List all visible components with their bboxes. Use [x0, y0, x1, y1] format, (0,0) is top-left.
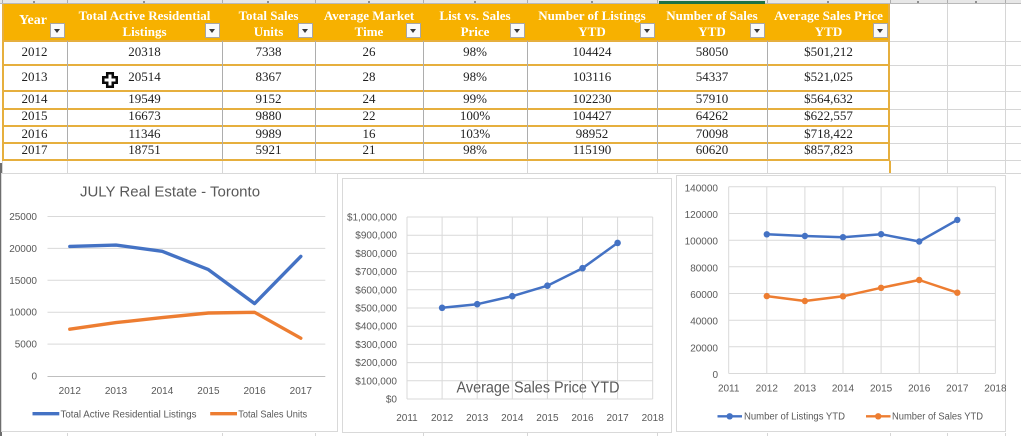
svg-text:2015: 2015: [870, 384, 893, 395]
svg-text:40000: 40000: [690, 317, 718, 328]
svg-text:Number of Listings YTD: Number of Listings YTD: [744, 412, 845, 423]
svg-text:$300,000: $300,000: [355, 340, 397, 351]
svg-text:$900,000: $900,000: [355, 231, 397, 242]
svg-text:$200,000: $200,000: [355, 358, 397, 369]
svg-text:$700,000: $700,000: [355, 267, 397, 278]
svg-text:2016: 2016: [571, 413, 594, 424]
svg-text:60000: 60000: [690, 290, 718, 301]
svg-text:$100,000: $100,000: [355, 376, 397, 387]
svg-text:2015: 2015: [197, 386, 220, 397]
svg-text:$500,000: $500,000: [355, 304, 397, 315]
svg-text:JULY Real Estate - Toronto: JULY Real Estate - Toronto: [80, 184, 260, 201]
svg-text:2012: 2012: [431, 413, 454, 424]
svg-text:Total Active Residential Listi: Total Active Residential Listings: [61, 409, 197, 420]
svg-text:2018: 2018: [642, 413, 665, 424]
svg-text:2017: 2017: [606, 413, 629, 424]
svg-text:2014: 2014: [501, 413, 524, 424]
svg-text:Average Sales Price YTD: Average Sales Price YTD: [457, 380, 620, 397]
svg-text:2015: 2015: [536, 413, 559, 424]
svg-text:20000: 20000: [690, 343, 718, 354]
svg-text:0: 0: [712, 370, 718, 381]
svg-text:2013: 2013: [794, 384, 817, 395]
svg-text:2011: 2011: [396, 413, 418, 424]
svg-text:2018: 2018: [984, 384, 1006, 395]
svg-text:2013: 2013: [466, 413, 489, 424]
svg-text:Number of Sales YTD: Number of Sales YTD: [892, 412, 983, 423]
svg-text:2016: 2016: [243, 386, 266, 397]
svg-text:20000: 20000: [9, 244, 37, 255]
svg-text:2012: 2012: [59, 386, 82, 397]
svg-text:120000: 120000: [685, 210, 719, 221]
svg-text:10000: 10000: [9, 308, 37, 319]
svg-text:2011: 2011: [718, 384, 740, 395]
svg-text:5000: 5000: [15, 340, 38, 351]
svg-text:$400,000: $400,000: [355, 322, 397, 333]
svg-text:2017: 2017: [946, 384, 969, 395]
svg-text:15000: 15000: [9, 276, 37, 287]
svg-text:140000: 140000: [685, 183, 719, 194]
svg-text:2012: 2012: [756, 384, 779, 395]
svg-text:2014: 2014: [832, 384, 855, 395]
svg-text:80000: 80000: [690, 263, 718, 274]
svg-text:100000: 100000: [685, 237, 719, 248]
svg-text:$1,000,000: $1,000,000: [347, 213, 397, 224]
svg-text:2016: 2016: [908, 384, 931, 395]
svg-text:2013: 2013: [105, 386, 128, 397]
svg-text:$800,000: $800,000: [355, 249, 397, 260]
svg-text:$600,000: $600,000: [355, 285, 397, 296]
svg-text:25000: 25000: [9, 212, 37, 223]
svg-text:Total Sales Units: Total Sales Units: [238, 409, 307, 420]
svg-text:0: 0: [31, 372, 37, 383]
svg-text:2014: 2014: [151, 386, 174, 397]
svg-text:2017: 2017: [290, 386, 313, 397]
svg-text:$0: $0: [386, 395, 398, 406]
